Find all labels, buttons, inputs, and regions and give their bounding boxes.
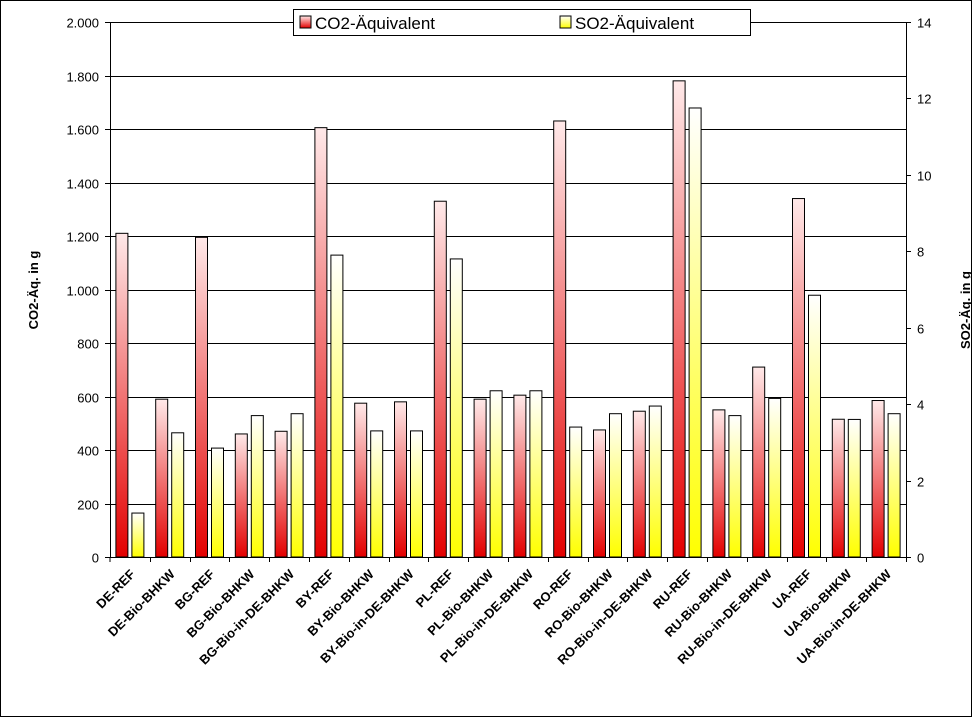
left-tick-label: 1.400 <box>66 177 99 192</box>
bar-co2 <box>632 410 646 558</box>
right-tick-label: 6 <box>917 322 924 337</box>
bar-so2 <box>449 258 463 558</box>
bar-so2 <box>648 405 662 558</box>
bar-co2 <box>234 433 248 558</box>
axes <box>105 22 911 562</box>
bar-so2 <box>290 413 304 558</box>
bar-so2 <box>489 390 503 558</box>
legend-box <box>293 9 751 36</box>
left-tick-label: 1.000 <box>66 284 99 299</box>
legend-label-so2: SO2-Äquivalent <box>575 14 694 33</box>
left-tick-label: 600 <box>77 391 99 406</box>
bar-so2 <box>131 512 145 558</box>
bar-co2 <box>394 401 407 558</box>
right-tick-label: 8 <box>917 245 924 260</box>
bar-co2 <box>274 430 288 558</box>
bar-co2 <box>712 409 726 558</box>
right-tick-label: 12 <box>917 92 931 107</box>
bar-so2 <box>370 430 384 558</box>
bar-co2 <box>513 394 527 558</box>
right-tick-label: 4 <box>917 398 924 413</box>
left-tick-label: 2.000 <box>66 16 99 31</box>
left-tick-label: 200 <box>77 498 99 513</box>
bar-so2 <box>211 447 224 558</box>
bar-co2 <box>752 366 766 558</box>
bar-so2 <box>171 432 185 558</box>
bar-co2 <box>314 127 328 558</box>
legend: CO2-Äquivalent SO2-Äquivalent <box>293 9 751 36</box>
bar-co2 <box>553 120 567 558</box>
bar-co2 <box>672 80 686 558</box>
bar-so2 <box>887 413 901 558</box>
bar-co2 <box>195 236 208 558</box>
bar-so2 <box>847 418 861 558</box>
bar-co2 <box>792 198 805 558</box>
right-tick-label: 2 <box>917 475 924 490</box>
left-tick-label: 800 <box>77 337 99 352</box>
right-tick-label: 0 <box>917 551 924 566</box>
bar-co2 <box>593 429 606 558</box>
legend-swatch-so2 <box>559 15 572 29</box>
bar-co2 <box>115 232 129 558</box>
left-tick-label: 400 <box>77 444 99 459</box>
left-tick-label: 1.600 <box>66 123 99 138</box>
bar-co2 <box>831 418 845 558</box>
left-axis-title: CO2-Äq. in g <box>26 251 41 330</box>
bar-so2 <box>330 254 344 558</box>
right-tick-label: 14 <box>917 16 931 31</box>
bar-so2 <box>688 107 702 558</box>
right-tick-label: 10 <box>917 169 931 184</box>
right-axis-title: SO2-Äq. in g <box>958 271 972 349</box>
legend-label-co2: CO2-Äquivalent <box>315 14 435 33</box>
bar-so2 <box>808 294 821 558</box>
left-tick-label: 1.800 <box>66 70 99 85</box>
bar-co2 <box>871 400 885 558</box>
bar-co2 <box>433 200 447 558</box>
bar-so2 <box>728 415 742 558</box>
legend-swatch-co2 <box>299 15 312 29</box>
bar-co2 <box>473 398 487 558</box>
left-tick-label: 0 <box>92 551 99 566</box>
left-tick-label: 1.200 <box>66 230 99 245</box>
bar-so2 <box>410 430 423 558</box>
bar-co2 <box>354 402 368 558</box>
bar-co2 <box>155 398 169 558</box>
bar-so2 <box>609 413 622 558</box>
bar-so2 <box>529 390 543 558</box>
bar-so2 <box>569 426 583 558</box>
bar-so2 <box>250 415 264 558</box>
bar-so2 <box>768 397 782 558</box>
